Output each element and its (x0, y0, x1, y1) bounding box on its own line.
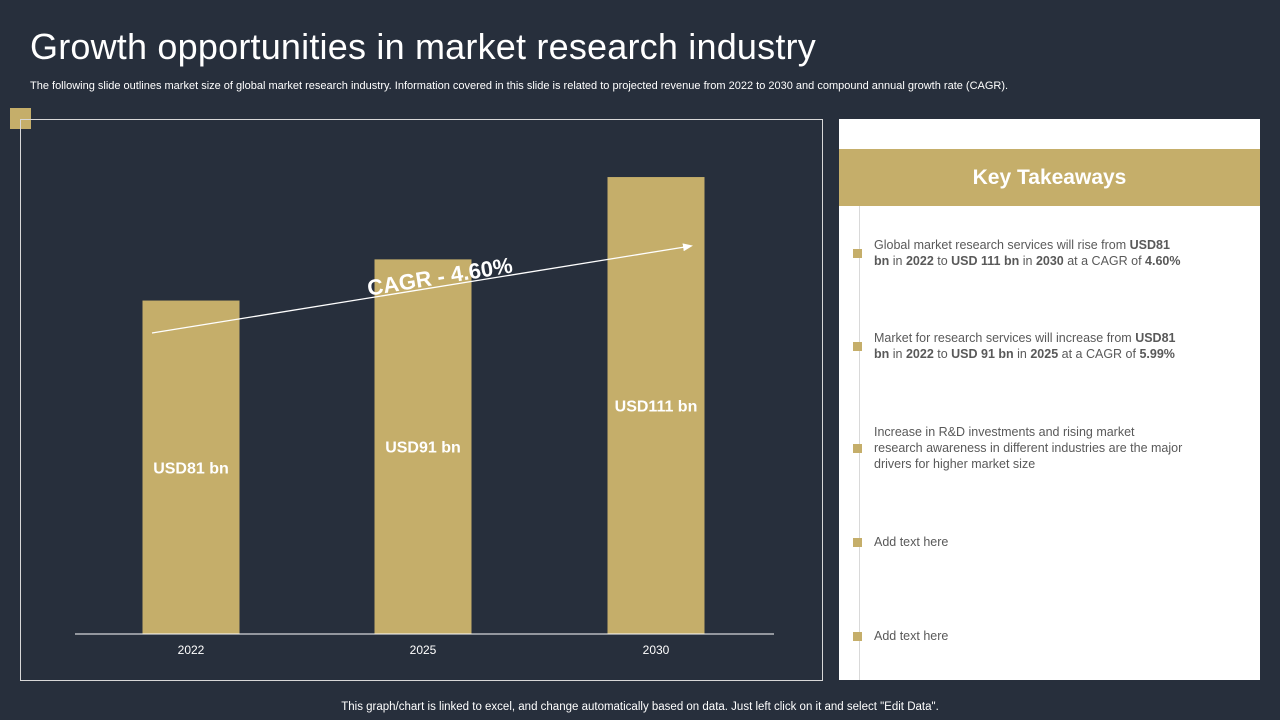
takeaway-text: Add text here (874, 629, 949, 643)
takeaway-text: Add text here (874, 535, 949, 549)
footer-note: This graph/chart is linked to excel, and… (341, 701, 939, 713)
takeaway-text: Global market research services will ris… (874, 238, 1181, 268)
data-label-2025: USD91 bn (385, 440, 461, 457)
x-tick-label-2022: 2022 (178, 643, 205, 657)
data-label-2022: USD81 bn (153, 460, 229, 477)
page-title: Growth opportunities in market research … (30, 26, 816, 67)
square-bullet-icon (853, 249, 862, 258)
square-bullet-icon (853, 632, 862, 641)
page-subtitle: The following slide outlines market size… (30, 80, 1009, 92)
bar-2030[interactable] (607, 177, 705, 635)
cagr-arrow (151, 243, 693, 334)
timeline-divider (859, 206, 860, 680)
takeaway-text: Market for research services will increa… (874, 331, 1176, 361)
key-takeaways-panel: Key Takeaways Global market research ser… (839, 119, 1260, 680)
x-tick-label-2025: 2025 (410, 643, 437, 657)
square-bullet-icon (853, 444, 862, 453)
accent-square (10, 108, 31, 129)
square-bullet-icon (853, 538, 862, 547)
bar-2022[interactable] (142, 300, 240, 634)
square-bullet-icon (853, 342, 862, 351)
key-takeaways-heading: Key Takeaways (839, 149, 1260, 206)
data-label-2030: USD111 bn (615, 399, 698, 416)
chart-frame[interactable]: USD81 bn USD91 bn USD111 bn 2022 2025 2030 C… (20, 119, 823, 681)
takeaway-text: Increase in R&D investments and rising m… (874, 425, 1183, 471)
bar-2025[interactable] (374, 259, 472, 634)
x-tick-label-2030: 2030 (643, 643, 670, 657)
